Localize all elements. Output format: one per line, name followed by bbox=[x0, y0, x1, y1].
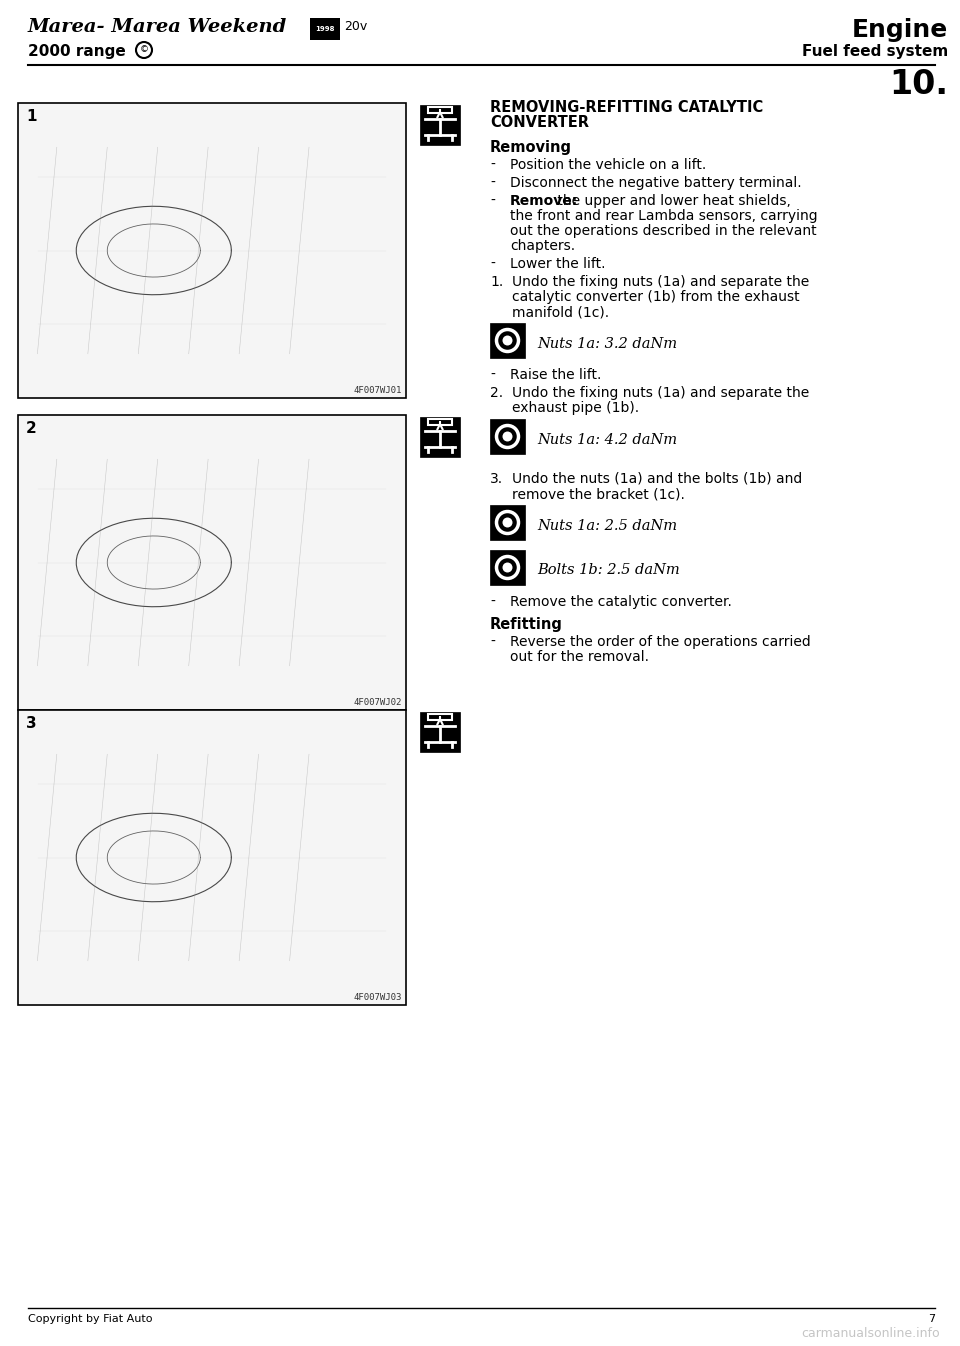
Text: Remove:: Remove: bbox=[510, 194, 578, 209]
Text: 4F007WJ02: 4F007WJ02 bbox=[353, 699, 402, 707]
Text: Position the vehicle on a lift.: Position the vehicle on a lift. bbox=[510, 157, 707, 172]
Bar bbox=[18, 415, 406, 709]
Text: Nuts 1a: 3.2 daNm: Nuts 1a: 3.2 daNm bbox=[537, 336, 677, 350]
Circle shape bbox=[502, 563, 513, 572]
Text: Undo the fixing nuts (1a) and separate the: Undo the fixing nuts (1a) and separate t… bbox=[512, 275, 809, 289]
Text: Nuts 1a: 4.2 daNm: Nuts 1a: 4.2 daNm bbox=[537, 432, 677, 447]
Bar bbox=[490, 551, 525, 586]
Text: 3: 3 bbox=[26, 716, 36, 731]
Text: 1.: 1. bbox=[490, 275, 503, 289]
Circle shape bbox=[502, 335, 513, 346]
Text: Disconnect the negative battery terminal.: Disconnect the negative battery terminal… bbox=[510, 176, 802, 190]
Text: manifold (1c).: manifold (1c). bbox=[512, 306, 610, 319]
Text: -: - bbox=[490, 257, 494, 271]
Text: 20v: 20v bbox=[344, 20, 368, 34]
Text: CONVERTER: CONVERTER bbox=[490, 114, 589, 131]
Text: the front and rear Lambda sensors, carrying: the front and rear Lambda sensors, carry… bbox=[510, 209, 818, 223]
Bar bbox=[428, 419, 452, 425]
Text: Nuts 1a: 2.5 daNm: Nuts 1a: 2.5 daNm bbox=[537, 518, 677, 533]
Text: Undo the fixing nuts (1a) and separate the: Undo the fixing nuts (1a) and separate t… bbox=[512, 386, 809, 400]
Bar bbox=[18, 104, 406, 398]
Text: Fuel feed system: Fuel feed system bbox=[802, 44, 948, 59]
Text: remove the bracket (1c).: remove the bracket (1c). bbox=[512, 487, 684, 501]
Text: Copyright by Fiat Auto: Copyright by Fiat Auto bbox=[28, 1314, 153, 1324]
Text: carmanualsonline.info: carmanualsonline.info bbox=[802, 1327, 940, 1341]
Text: 4F007WJ01: 4F007WJ01 bbox=[353, 386, 402, 394]
Text: Refitting: Refitting bbox=[490, 616, 563, 633]
Text: -: - bbox=[490, 194, 494, 209]
Text: Raise the lift.: Raise the lift. bbox=[510, 367, 601, 382]
Bar bbox=[19, 711, 405, 1004]
Text: -: - bbox=[490, 635, 494, 649]
Text: Undo the nuts (1a) and the bolts (1b) and: Undo the nuts (1a) and the bolts (1b) an… bbox=[512, 472, 803, 486]
Text: 10.: 10. bbox=[889, 69, 948, 101]
Bar bbox=[428, 106, 452, 113]
Bar bbox=[490, 505, 525, 540]
Bar bbox=[490, 323, 525, 358]
Text: catalytic converter (1b) from the exhaust: catalytic converter (1b) from the exhaus… bbox=[512, 289, 800, 304]
Bar bbox=[490, 419, 525, 454]
Text: 7: 7 bbox=[928, 1314, 935, 1324]
Bar bbox=[310, 17, 340, 40]
Text: Bolts 1b: 2.5 daNm: Bolts 1b: 2.5 daNm bbox=[537, 564, 680, 577]
Text: REMOVING-REFITTING CATALYTIC: REMOVING-REFITTING CATALYTIC bbox=[490, 100, 763, 114]
Text: Engine: Engine bbox=[852, 17, 948, 42]
Text: chapters.: chapters. bbox=[510, 240, 575, 253]
Text: -: - bbox=[490, 367, 494, 382]
Text: -: - bbox=[490, 176, 494, 190]
Bar bbox=[428, 713, 452, 720]
Bar bbox=[18, 709, 406, 1005]
Text: Marea- Marea Weekend: Marea- Marea Weekend bbox=[28, 17, 287, 36]
Text: 2: 2 bbox=[26, 421, 36, 436]
Circle shape bbox=[502, 517, 513, 528]
Text: -: - bbox=[490, 157, 494, 172]
Text: -: - bbox=[490, 595, 494, 608]
Text: 1: 1 bbox=[26, 109, 36, 124]
Bar bbox=[420, 712, 460, 752]
Bar bbox=[420, 105, 460, 145]
Bar bbox=[19, 104, 405, 397]
Text: out for the removal.: out for the removal. bbox=[510, 650, 649, 664]
Text: 4F007WJ03: 4F007WJ03 bbox=[353, 993, 402, 1001]
Text: 2.: 2. bbox=[490, 386, 503, 400]
Text: Lower the lift.: Lower the lift. bbox=[510, 257, 606, 271]
Text: the upper and lower heat shields,: the upper and lower heat shields, bbox=[553, 194, 791, 209]
Bar bbox=[19, 416, 405, 709]
Text: Remove the catalytic converter.: Remove the catalytic converter. bbox=[510, 595, 732, 608]
Circle shape bbox=[502, 432, 513, 441]
Bar bbox=[420, 417, 460, 458]
Text: ©: © bbox=[139, 46, 149, 54]
Text: Removing: Removing bbox=[490, 140, 572, 155]
Text: out the operations described in the relevant: out the operations described in the rele… bbox=[510, 223, 817, 238]
Text: 1998: 1998 bbox=[315, 26, 335, 32]
Text: 2000 range: 2000 range bbox=[28, 44, 126, 59]
Text: Reverse the order of the operations carried: Reverse the order of the operations carr… bbox=[510, 635, 811, 649]
Text: exhaust pipe (1b).: exhaust pipe (1b). bbox=[512, 401, 639, 415]
Text: 3.: 3. bbox=[490, 472, 503, 486]
